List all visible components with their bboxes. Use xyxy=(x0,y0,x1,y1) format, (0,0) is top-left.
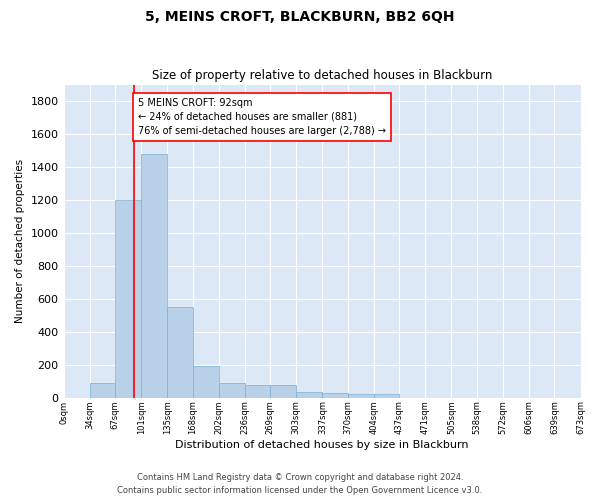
Bar xyxy=(167,307,193,398)
Text: Contains HM Land Registry data © Crown copyright and database right 2024.
Contai: Contains HM Land Registry data © Crown c… xyxy=(118,474,482,495)
Text: 5 MEINS CROFT: 92sqm
← 24% of detached houses are smaller (881)
76% of semi-deta: 5 MEINS CROFT: 92sqm ← 24% of detached h… xyxy=(138,98,386,136)
X-axis label: Distribution of detached houses by size in Blackburn: Distribution of detached houses by size … xyxy=(175,440,469,450)
Bar xyxy=(245,386,270,398)
Bar xyxy=(374,394,399,398)
Bar xyxy=(322,392,348,398)
Text: 5, MEINS CROFT, BLACKBURN, BB2 6QH: 5, MEINS CROFT, BLACKBURN, BB2 6QH xyxy=(145,10,455,24)
Bar xyxy=(219,383,245,398)
Bar xyxy=(296,392,322,398)
Bar xyxy=(348,394,374,398)
Bar xyxy=(270,386,296,398)
Bar xyxy=(115,200,141,398)
Bar xyxy=(193,366,219,398)
Bar xyxy=(89,383,115,398)
Bar xyxy=(141,154,167,398)
Title: Size of property relative to detached houses in Blackburn: Size of property relative to detached ho… xyxy=(152,69,492,82)
Y-axis label: Number of detached properties: Number of detached properties xyxy=(15,159,25,323)
